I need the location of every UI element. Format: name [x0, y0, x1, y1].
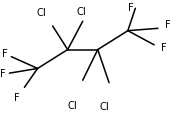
Text: F: F [128, 3, 133, 13]
Text: Cl: Cl [67, 101, 77, 111]
Text: F: F [2, 49, 8, 59]
Text: F: F [14, 93, 20, 103]
Text: F: F [161, 43, 167, 53]
Text: Cl: Cl [99, 102, 109, 112]
Text: Cl: Cl [77, 7, 87, 17]
Text: F: F [164, 20, 170, 30]
Text: Cl: Cl [36, 8, 46, 18]
Text: F: F [0, 69, 6, 79]
